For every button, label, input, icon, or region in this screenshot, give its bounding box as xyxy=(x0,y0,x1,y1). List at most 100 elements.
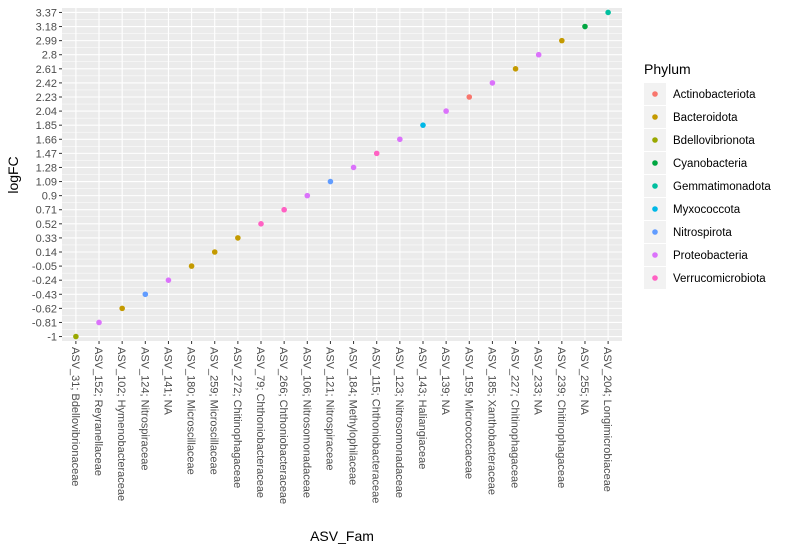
y-tick-label: -1 xyxy=(47,332,57,344)
y-tick-label: 2.8 xyxy=(42,50,57,62)
y-tick-label: 1.66 xyxy=(36,134,57,146)
data-point xyxy=(165,277,172,283)
legend-label: Bacteroidota xyxy=(673,112,738,124)
y-tick-label: 1.09 xyxy=(36,177,57,189)
data-point xyxy=(258,221,264,227)
data-point xyxy=(142,291,149,298)
legend-title: Phylum xyxy=(644,61,691,77)
y-tick-label: 2.99 xyxy=(36,36,57,48)
x-tick-label: ASV_106; Nitrosomonadaceae xyxy=(300,347,312,498)
y-tick-label: -0.43 xyxy=(32,289,57,301)
y-tick-label: 2.23 xyxy=(36,92,57,104)
x-tick-label: ASV_180; Microscillaceae xyxy=(185,347,197,475)
legend-label: Verrucomicrobiota xyxy=(673,273,766,285)
legend-swatch xyxy=(652,137,658,143)
y-tick-label: 0.9 xyxy=(42,191,57,203)
y-axis: -1 -0.81 -0.62 -0.43 -0.24 -0.05 0.14 0.33 0.52 0… xyxy=(32,7,62,344)
legend-label: Proteobacteria xyxy=(673,250,748,262)
y-tick-label: -0.05 xyxy=(32,261,57,273)
data-point xyxy=(96,319,102,326)
data-point xyxy=(535,51,542,58)
x-tick-label: ASV_266; Chthoniobacteraceae xyxy=(277,347,289,504)
data-point xyxy=(443,108,449,114)
data-point xyxy=(466,94,473,100)
y-tick-label: 3.37 xyxy=(36,7,57,19)
data-point xyxy=(373,150,380,157)
legend-swatch xyxy=(652,91,658,97)
legend-swatch xyxy=(652,160,658,166)
y-tick-label: 0.33 xyxy=(36,233,57,245)
y-tick-label: 0.14 xyxy=(36,247,57,259)
y-tick-label: 1.85 xyxy=(36,120,57,132)
y-tick-label: 1.28 xyxy=(36,162,57,174)
legend-swatch xyxy=(652,114,658,120)
x-tick-label: ASV_115; Chthoniobacteraceae xyxy=(370,347,382,503)
data-point xyxy=(327,178,334,185)
legend-swatch xyxy=(652,229,658,235)
legend-label: Myxococcota xyxy=(673,204,741,216)
legend-swatch xyxy=(652,275,658,281)
data-point xyxy=(605,9,611,16)
x-tick-label: ASV_141; NA xyxy=(161,347,173,416)
y-tick-label: 0.52 xyxy=(36,219,57,231)
x-tick-label: ASV_79; Chthoniobacteraceae xyxy=(254,347,266,498)
legend-swatch xyxy=(652,206,658,212)
data-point xyxy=(304,192,311,199)
data-point xyxy=(582,23,588,30)
y-axis-title: logFC xyxy=(5,156,21,193)
data-point xyxy=(397,136,403,143)
x-tick-label: ASV_185; Xanthobacteraceae xyxy=(485,347,497,495)
x-tick-label: ASV_255; NA xyxy=(578,347,590,416)
y-tick-label: 0.71 xyxy=(36,205,57,217)
y-tick-label: -0.24 xyxy=(32,275,57,287)
legend: Phylum Actinobacteriota Bacteroidota Bdell… xyxy=(644,61,771,289)
y-tick-label: 2.04 xyxy=(36,106,57,118)
data-point xyxy=(281,206,287,213)
x-tick-label: ASV_31; Bdellovibrionaceae xyxy=(69,347,81,486)
x-tick-label: ASV_143; Haliangiaceae xyxy=(416,347,428,469)
x-axis: ASV_31; Bdellovibrionaceae ASV_152; Reyra… xyxy=(69,341,613,504)
x-tick-label: ASV_227; Chitinophagaceae xyxy=(509,347,521,488)
x-tick-label: ASV_272; Chitinophagaceae xyxy=(231,347,243,488)
legend-swatch xyxy=(652,183,658,189)
data-point xyxy=(188,263,195,269)
x-tick-label: ASV_159; Micrococcaceae xyxy=(462,347,474,479)
legend-swatch xyxy=(652,252,658,258)
grid-major xyxy=(62,8,622,341)
data-point xyxy=(73,333,79,340)
x-tick-label: ASV_259; Microscillaceae xyxy=(208,347,220,475)
y-tick-label: -0.81 xyxy=(32,317,57,329)
y-tick-label: 1.47 xyxy=(36,148,57,160)
legend-label: Gemmatimonadota xyxy=(673,181,771,193)
legend-label: Actinobacteriota xyxy=(673,89,756,101)
data-point xyxy=(420,122,426,128)
x-axis-title: ASV_Fam xyxy=(310,528,374,544)
data-point xyxy=(350,164,357,171)
y-tick-label: -0.62 xyxy=(32,303,57,315)
data-point xyxy=(559,37,565,44)
data-point xyxy=(235,235,241,241)
legend-label: Bdellovibrionota xyxy=(673,135,755,147)
x-tick-label: ASV_239; Chitinophagaceae xyxy=(555,347,567,488)
x-tick-label: ASV_204; Longimicrobiaceae xyxy=(601,347,613,492)
y-tick-label: 3.18 xyxy=(36,22,57,34)
x-tick-label: ASV_139; NA xyxy=(439,347,451,416)
x-tick-label: ASV_184; Methylophilaceae xyxy=(347,347,359,485)
x-tick-label: ASV_121; Nitrospiraceae xyxy=(323,347,335,471)
x-tick-label: ASV_124; Nitrospiraceae xyxy=(138,347,150,471)
legend-label: Cyanobacteria xyxy=(673,158,748,170)
x-tick-label: ASV_102; Hymenobacteraceae xyxy=(115,347,127,501)
x-tick-label: ASV_233; NA xyxy=(532,347,544,416)
grid-minor xyxy=(62,19,622,330)
data-point xyxy=(211,249,218,255)
y-tick-label: 2.61 xyxy=(36,64,57,76)
x-tick-label: ASV_123; Nitrosomonadaceae xyxy=(393,347,405,498)
legend-label: Nitrospirota xyxy=(673,227,732,239)
data-points xyxy=(73,9,611,340)
data-point xyxy=(512,66,519,72)
x-tick-label: ASV_152; Reyranellaceae xyxy=(92,347,104,476)
data-point xyxy=(119,305,125,312)
data-point xyxy=(489,80,496,86)
